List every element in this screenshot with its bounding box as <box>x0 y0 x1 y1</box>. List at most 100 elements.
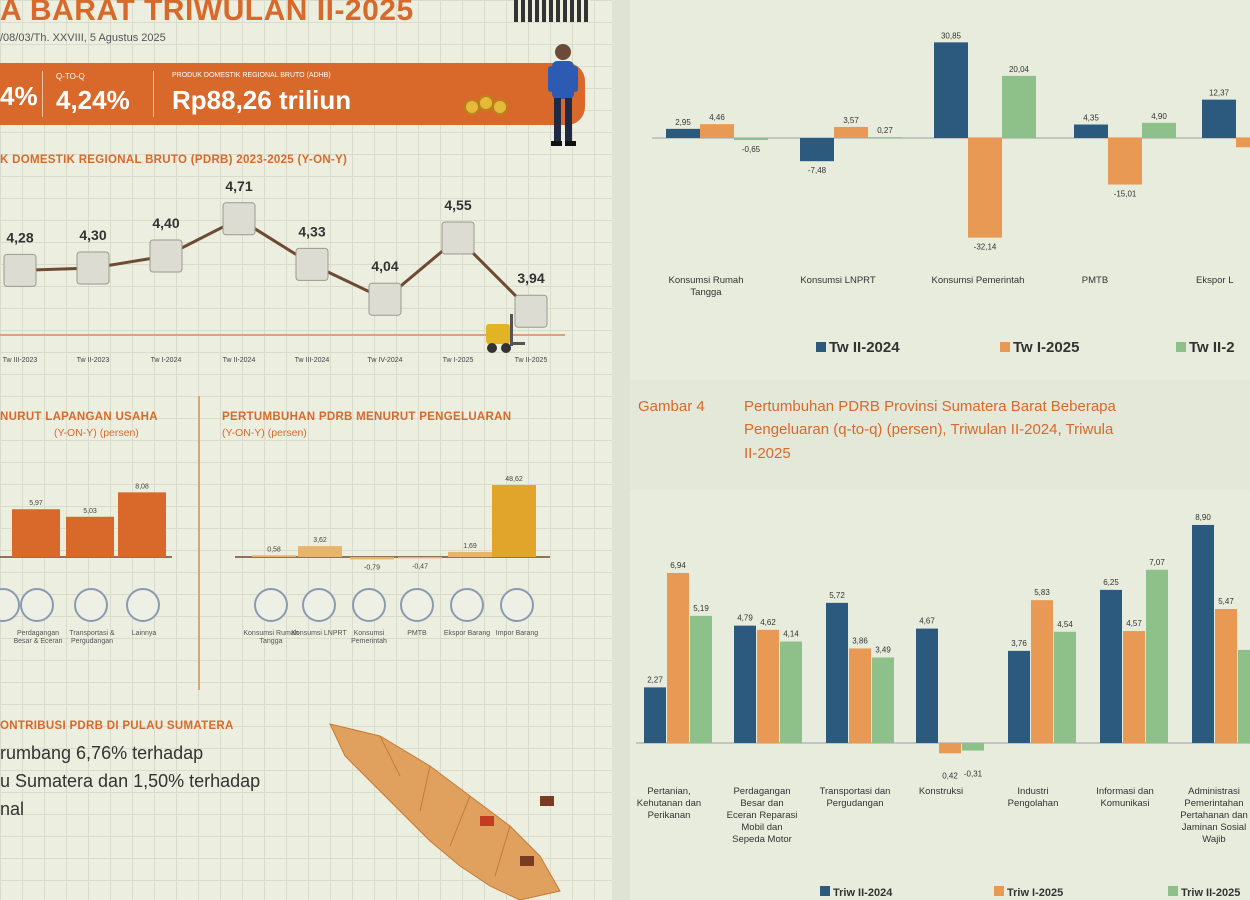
lu-bar-label: 5,03 <box>83 508 97 515</box>
fig4-bar <box>872 657 894 743</box>
trend-value-label: 4,55 <box>444 197 471 213</box>
pg-bar-label: 1,69 <box>463 543 477 550</box>
fig3-bar-label: 0,27 <box>877 126 893 135</box>
fig4-bar-label: 5,83 <box>1034 588 1050 597</box>
infographic-subtitle: /08/03/Th. XXVIII, 5 Agustus 2025 <box>0 32 166 44</box>
other-icon <box>126 588 160 622</box>
fig3-bar <box>1142 122 1176 138</box>
fig3-bar-label: 30,85 <box>941 31 962 40</box>
lu-bar-label: 5,97 <box>29 500 43 507</box>
trend-value-label: 4,71 <box>225 178 252 194</box>
fig4-bar-label: 5,19 <box>693 604 709 613</box>
fig3-bar-label: -0,65 <box>742 145 761 154</box>
section-divider <box>198 396 200 690</box>
fig3-category-label: Konsumsi Pemerintah <box>931 275 1025 286</box>
transport-icon <box>74 588 108 622</box>
trend-box <box>514 294 548 328</box>
pg-bar <box>398 557 442 559</box>
fig4-bar-label: 6,94 <box>670 561 686 570</box>
fig4-bar <box>690 615 712 743</box>
map-marker <box>520 856 534 866</box>
person-illustration <box>548 44 578 146</box>
fig4-legend-item: Triw II-2025 <box>1168 886 1240 899</box>
banner-left-value: 4% <box>0 81 38 111</box>
lu-bar <box>66 516 114 557</box>
fig4-bar <box>1123 631 1145 743</box>
infographic-title: A BARAT TRIWULAN II-2025 <box>0 0 414 27</box>
fig3-bar-label: 12,37 <box>1209 89 1230 98</box>
fig3-bar <box>834 126 868 138</box>
fig3-bar-label: -32,14 <box>974 243 997 252</box>
fig4-bar-label: 2,27 <box>647 675 663 684</box>
kontribusi-line-1: rumbang 6,76% terhadap <box>0 743 204 763</box>
government-icon <box>352 588 386 622</box>
trend-quarter-label: Tw II-2024 <box>223 357 256 364</box>
fig3-bar <box>868 137 902 139</box>
pg-bar <box>350 557 394 560</box>
fig4-bar <box>780 641 802 743</box>
fig4-bar <box>1100 589 1122 743</box>
fig3-bar <box>800 138 834 162</box>
map-marker <box>480 816 494 826</box>
fig4-category-label: Administrasi Pemerintahan Pertahanan dan… <box>1180 786 1248 845</box>
fig4-bar <box>1238 649 1250 743</box>
fig4-bar <box>939 743 961 754</box>
trend-quarter-label: Tw I-2024 <box>151 357 182 364</box>
fig4-category-label: Perdagangan Besar dan Eceran Reparasi Mo… <box>726 786 798 845</box>
pg-bar-label: 3,62 <box>313 537 327 544</box>
fig4-bar-label: 4,79 <box>737 614 753 623</box>
pg-bar <box>298 546 342 557</box>
fig4-bar-label: 4,67 <box>919 617 935 626</box>
qtoq-value: 4,24% <box>56 85 130 115</box>
lu-bar <box>118 492 166 557</box>
fig4-bar-label: 8,90 <box>1195 513 1211 522</box>
lu-bar-label: 8,08 <box>135 483 149 490</box>
figure3-card: 2,95 -7,48 30,85 4,35 12,37 4,46 3,57 -32,14 -15… <box>630 0 1250 380</box>
coin-icon <box>492 99 508 115</box>
fig4-bar <box>1054 631 1076 743</box>
pg-bar <box>448 551 492 557</box>
trade-icon <box>20 588 54 622</box>
fig4-bar-label: 3,86 <box>852 636 868 645</box>
fig3-bar <box>1002 75 1036 138</box>
trend-value-label: 4,40 <box>152 215 179 231</box>
kontribusi-line-3: nal <box>0 799 25 819</box>
pg-icon-caption: Konsumsi Pemerintah <box>351 630 387 645</box>
fig4-bar <box>1031 600 1053 743</box>
figure4-caption-line-1: Pertumbuhan PDRB Provinsi Sumatera Barat… <box>744 398 1116 415</box>
trend-quarter-label: Tw III-2024 <box>295 357 330 364</box>
fig3-bar-label: -7,48 <box>808 166 827 175</box>
fig3-category-label: Konsumsi Rumah Tangga <box>668 275 744 298</box>
qr-code-icon <box>514 0 590 22</box>
fig4-bar-label: 7,07 <box>1149 558 1165 567</box>
fig4-bar <box>826 602 848 743</box>
fig3-legend-item: Tw II-2 <box>1176 339 1235 356</box>
pg-bar-label: 0,58 <box>267 546 281 553</box>
fig3-legend-item: Tw I-2025 <box>1000 339 1079 356</box>
trend-quarter-label: Tw I-2025 <box>443 357 474 364</box>
forklift-icon <box>486 314 525 353</box>
report-panel: 2,95 -7,48 30,85 4,35 12,37 4,46 3,57 -32,14 -15… <box>630 0 1250 900</box>
trend-box <box>441 221 475 255</box>
fig3-bar <box>1108 138 1142 185</box>
qtoq-label: Q-TO-Q <box>56 72 85 81</box>
fig4-bar-label: 5,72 <box>829 591 845 600</box>
fig4-bar-label: 4,57 <box>1126 619 1142 628</box>
pmtb-icon <box>400 588 434 622</box>
trend-box <box>149 239 183 273</box>
fig3-category-label: PMTB <box>1081 275 1109 286</box>
pengeluaran-title: PERTUMBUHAN PDRB MENURUT PENGELUARAN <box>222 411 512 423</box>
fig4-bar <box>667 572 689 743</box>
trend-value-label: 4,04 <box>371 258 398 274</box>
fig3-bar <box>934 42 968 138</box>
fig4-bar-label: 3,49 <box>875 645 891 654</box>
lu-bar <box>12 509 60 557</box>
figure4-chart: 2,27 4,79 5,72 4,67 3,76 6,25 8,90 6,94 4,62 3,86… <box>636 513 1250 780</box>
pg-bar-label: -0,79 <box>364 564 380 571</box>
fig3-bar-label: 4,35 <box>1083 114 1099 123</box>
pg-icon-caption: Konsumsi Rumah Tangga <box>243 630 299 645</box>
trend-box <box>76 251 110 285</box>
fig3-bar <box>1236 138 1250 148</box>
pdrb-value: Rp88,26 triliun <box>172 85 352 115</box>
map-marker <box>540 796 554 806</box>
